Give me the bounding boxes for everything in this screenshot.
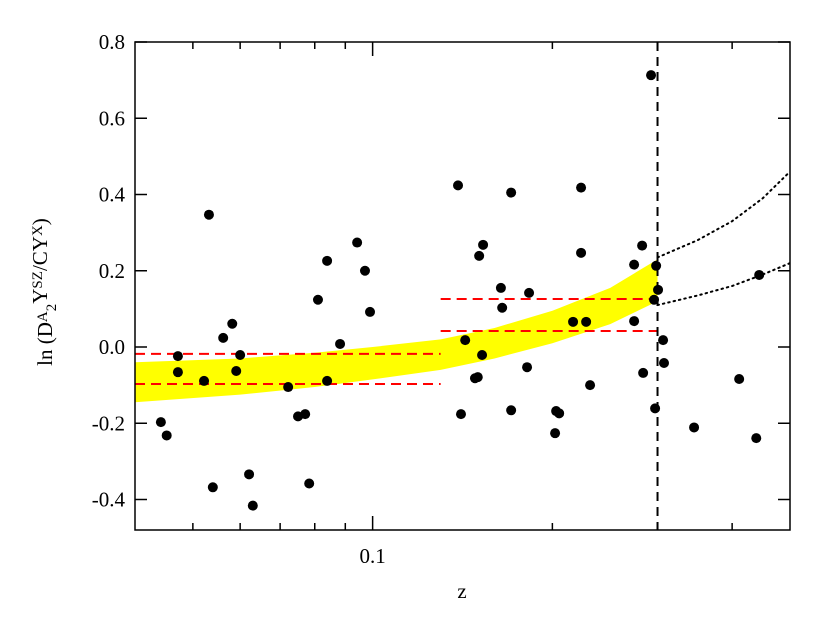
data-point — [576, 182, 587, 193]
data-point — [172, 351, 183, 362]
data-point — [359, 265, 370, 276]
y-tick-label: 0.2 — [99, 259, 125, 283]
confidence-band — [135, 259, 658, 403]
data-point — [637, 240, 648, 251]
data-point — [453, 180, 464, 191]
data-point — [460, 335, 471, 346]
data-point — [300, 409, 311, 420]
data-point — [650, 403, 661, 414]
data-point — [754, 269, 765, 280]
y-tick-label: 0.6 — [99, 106, 125, 130]
data-point — [653, 284, 664, 295]
data-point — [649, 294, 660, 305]
y-label-part: ln (D — [33, 322, 57, 366]
y-label-part: Y — [28, 289, 52, 304]
data-point — [506, 405, 517, 416]
data-point — [235, 350, 246, 361]
y-tick-label: 0.4 — [99, 183, 126, 207]
data-point — [751, 433, 762, 444]
data-point — [478, 239, 489, 250]
data-point — [576, 247, 587, 258]
y-tick-label: 0.8 — [99, 30, 125, 54]
x-axis-label: z — [457, 579, 466, 603]
data-point — [550, 428, 561, 439]
y-label-part: X — [30, 225, 46, 236]
data-point — [522, 362, 533, 373]
data-point — [472, 372, 483, 383]
data-point — [155, 417, 166, 428]
data-point — [629, 316, 640, 327]
extrapolation-line — [656, 170, 790, 259]
data-point — [638, 367, 649, 378]
data-point — [495, 282, 506, 293]
data-point — [365, 306, 376, 317]
data-point — [247, 500, 258, 511]
data-point — [207, 482, 218, 493]
data-point — [497, 302, 508, 313]
data-point — [689, 422, 700, 433]
y-label-part: SZ — [30, 271, 46, 289]
data-point — [629, 259, 640, 270]
y-tick-label: -0.4 — [92, 488, 126, 512]
y-label-part: /CY — [28, 236, 52, 271]
y-label-part: ) — [28, 218, 52, 225]
data-point — [322, 255, 333, 266]
data-point — [568, 316, 579, 327]
data-point — [352, 237, 363, 248]
x-tick-label: 0.1 — [359, 544, 385, 568]
data-point — [322, 375, 333, 386]
y-tick-label: -0.2 — [92, 411, 125, 435]
data-point — [646, 70, 657, 81]
data-point — [312, 294, 323, 305]
data-point — [651, 260, 662, 271]
data-point — [477, 350, 488, 361]
y-label-part: 2 — [44, 304, 60, 312]
data-point — [203, 209, 214, 220]
data-point — [218, 332, 229, 343]
extrapolation-line — [656, 262, 790, 307]
data-point — [161, 430, 172, 441]
y-axis-label: ln (DA2YSZ/CYX) — [28, 218, 60, 366]
data-point — [199, 375, 210, 386]
data-point — [304, 478, 315, 489]
data-point — [659, 358, 670, 369]
data-point — [231, 366, 242, 377]
data-point — [227, 318, 238, 329]
data-point — [455, 409, 466, 420]
axes-frame — [134, 41, 791, 531]
data-point — [585, 380, 596, 391]
data-point — [506, 187, 517, 198]
data-point — [658, 335, 669, 346]
data-point — [581, 316, 592, 327]
y-tick-label: 0.0 — [99, 335, 125, 359]
data-point — [554, 408, 565, 419]
data-point — [244, 469, 255, 480]
data-point — [474, 250, 485, 261]
y-label-part: A — [35, 311, 51, 322]
data-point — [283, 382, 294, 393]
data-point — [172, 367, 183, 378]
data-point — [524, 287, 535, 298]
data-point — [734, 374, 745, 385]
data-point — [335, 338, 346, 349]
plot-area — [135, 42, 790, 530]
